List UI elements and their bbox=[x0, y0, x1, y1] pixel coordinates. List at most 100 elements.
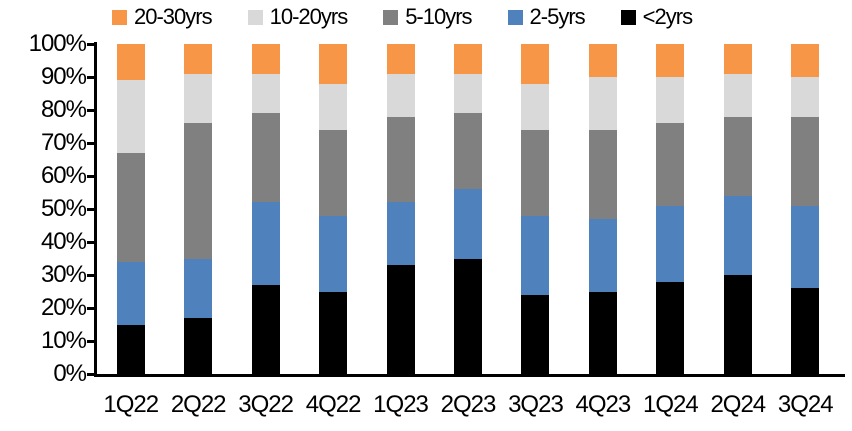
bar-segment-2yrs bbox=[184, 317, 213, 374]
y-tick-mark bbox=[87, 373, 95, 376]
x-axis-label-2q22: 2Q22 bbox=[170, 391, 227, 418]
x-axis-label-1q24: 1Q24 bbox=[642, 391, 699, 418]
y-tick-mark bbox=[87, 76, 95, 79]
bar-segment-2-5yrs bbox=[184, 258, 213, 318]
bar-3q23 bbox=[521, 44, 550, 374]
y-tick-label: 90% bbox=[40, 63, 87, 90]
bar-segment-10-20yrs bbox=[453, 73, 482, 114]
bar-3q22 bbox=[251, 44, 280, 374]
bar-2q23 bbox=[453, 44, 482, 374]
bar-segment-2yrs bbox=[251, 284, 280, 374]
y-tick-mark bbox=[87, 142, 95, 145]
bar-segment-2-5yrs bbox=[251, 202, 280, 285]
legend-swatch-5-10yrs bbox=[383, 9, 399, 25]
legend-item-20-30yrs: 20-30yrs bbox=[112, 4, 213, 29]
legend-label: <2yrs bbox=[642, 4, 693, 29]
legend-item-5-10yrs: 5-10yrs bbox=[383, 4, 473, 29]
y-tick-label: 100% bbox=[28, 30, 87, 57]
bar-segment-20-30yrs bbox=[386, 44, 415, 74]
legend-swatch-10-20yrs bbox=[247, 9, 263, 25]
bar-segment-2-5yrs bbox=[453, 189, 482, 259]
bar-segment-20-30yrs bbox=[521, 44, 550, 84]
x-axis-label-3q24: 3Q24 bbox=[777, 391, 834, 418]
legend-label: 20-30yrs bbox=[134, 4, 213, 29]
x-axis-labels: 1Q22 2Q22 3Q22 4Q22 1Q23 2Q23 3Q23 4Q23 1Q24 2Q24… bbox=[97, 391, 839, 419]
bar-segment-2yrs bbox=[791, 288, 820, 374]
x-axis-label-4q23: 4Q23 bbox=[575, 391, 632, 418]
bar-segment-2yrs bbox=[116, 324, 145, 374]
bar-segment-2-5yrs bbox=[319, 215, 348, 292]
y-tick-label: 20% bbox=[40, 294, 87, 321]
legend-swatch-2yrs bbox=[620, 9, 636, 25]
bar-segment-2yrs bbox=[386, 265, 415, 374]
y-tick-label: 0% bbox=[53, 360, 87, 387]
bar-segment-5-10yrs bbox=[184, 123, 213, 259]
bar-segment-5-10yrs bbox=[386, 116, 415, 203]
bar-2q24 bbox=[723, 44, 752, 374]
bar-segment-2yrs bbox=[723, 275, 752, 374]
y-tick-label: 30% bbox=[40, 261, 87, 288]
bar-segment-10-20yrs bbox=[723, 73, 752, 117]
bar-segment-5-10yrs bbox=[319, 129, 348, 216]
x-axis-label-2q23: 2Q23 bbox=[440, 391, 497, 418]
bar-segment-5-10yrs bbox=[723, 116, 752, 196]
bar-segment-20-30yrs bbox=[184, 44, 213, 74]
bar-segment-20-30yrs bbox=[723, 44, 752, 74]
y-tick-label: 80% bbox=[40, 96, 87, 123]
y-tick-mark bbox=[87, 307, 95, 310]
bar-segment-2-5yrs bbox=[521, 215, 550, 295]
bar-segment-20-30yrs bbox=[116, 44, 145, 81]
bar-segment-5-10yrs bbox=[521, 129, 550, 216]
bar-2q22 bbox=[184, 44, 213, 374]
bar-segment-10-20yrs bbox=[386, 73, 415, 117]
bar-3q24 bbox=[791, 44, 820, 374]
bar-4q23 bbox=[588, 44, 617, 374]
legend-swatch-2-5yrs bbox=[507, 9, 523, 25]
y-tick-mark bbox=[87, 241, 95, 244]
bar-segment-5-10yrs bbox=[116, 152, 145, 262]
bar-segment-10-20yrs bbox=[791, 77, 820, 117]
bar-1q24 bbox=[656, 44, 685, 374]
x-axis-label-4q22: 4Q22 bbox=[305, 391, 362, 418]
bar-segment-20-30yrs bbox=[319, 44, 348, 84]
bar-segment-20-30yrs bbox=[453, 44, 482, 74]
bar-segment-10-20yrs bbox=[319, 83, 348, 130]
bar-segment-20-30yrs bbox=[588, 44, 617, 78]
y-tick-mark bbox=[87, 175, 95, 178]
bar-segment-2-5yrs bbox=[791, 205, 820, 289]
bar-1q23 bbox=[386, 44, 415, 374]
bar-segment-20-30yrs bbox=[251, 44, 280, 74]
y-tick-label: 70% bbox=[40, 129, 87, 156]
legend-label: 2-5yrs bbox=[529, 4, 586, 29]
bar-segment-20-30yrs bbox=[656, 44, 685, 78]
bar-segment-20-30yrs bbox=[791, 44, 820, 78]
y-tick-label: 10% bbox=[40, 327, 87, 354]
legend-label: 5-10yrs bbox=[405, 4, 472, 29]
y-tick-label: 50% bbox=[40, 195, 87, 222]
chart-legend: 20-30yrs 10-20yrs 5-10yrs 2-5yrs <2yrs bbox=[112, 4, 693, 29]
bar-segment-2yrs bbox=[521, 294, 550, 374]
bar-segment-10-20yrs bbox=[116, 80, 145, 153]
bar-segment-2yrs bbox=[588, 291, 617, 374]
bar-segment-2-5yrs bbox=[723, 195, 752, 275]
plot-area bbox=[97, 44, 839, 374]
bar-segment-2yrs bbox=[319, 291, 348, 374]
bar-segment-2-5yrs bbox=[116, 261, 145, 325]
bar-segment-10-20yrs bbox=[521, 83, 550, 130]
y-tick-mark bbox=[87, 43, 95, 46]
legend-item-2yrs: <2yrs bbox=[620, 4, 693, 29]
y-tick-mark bbox=[87, 208, 95, 211]
x-axis-label-3q23: 3Q23 bbox=[508, 391, 564, 418]
bar-segment-5-10yrs bbox=[251, 113, 280, 203]
y-tick-mark bbox=[87, 109, 95, 112]
x-axis-label-2q24: 2Q24 bbox=[710, 391, 766, 418]
bar-segment-10-20yrs bbox=[588, 77, 617, 130]
bar-segment-2-5yrs bbox=[656, 205, 685, 282]
x-axis-label-1q23: 1Q23 bbox=[373, 391, 429, 418]
y-tick-mark bbox=[87, 340, 95, 343]
bar-segment-10-20yrs bbox=[251, 73, 280, 114]
bar-segment-2-5yrs bbox=[588, 218, 617, 292]
bar-segment-5-10yrs bbox=[453, 113, 482, 190]
bar-segment-10-20yrs bbox=[184, 73, 213, 124]
